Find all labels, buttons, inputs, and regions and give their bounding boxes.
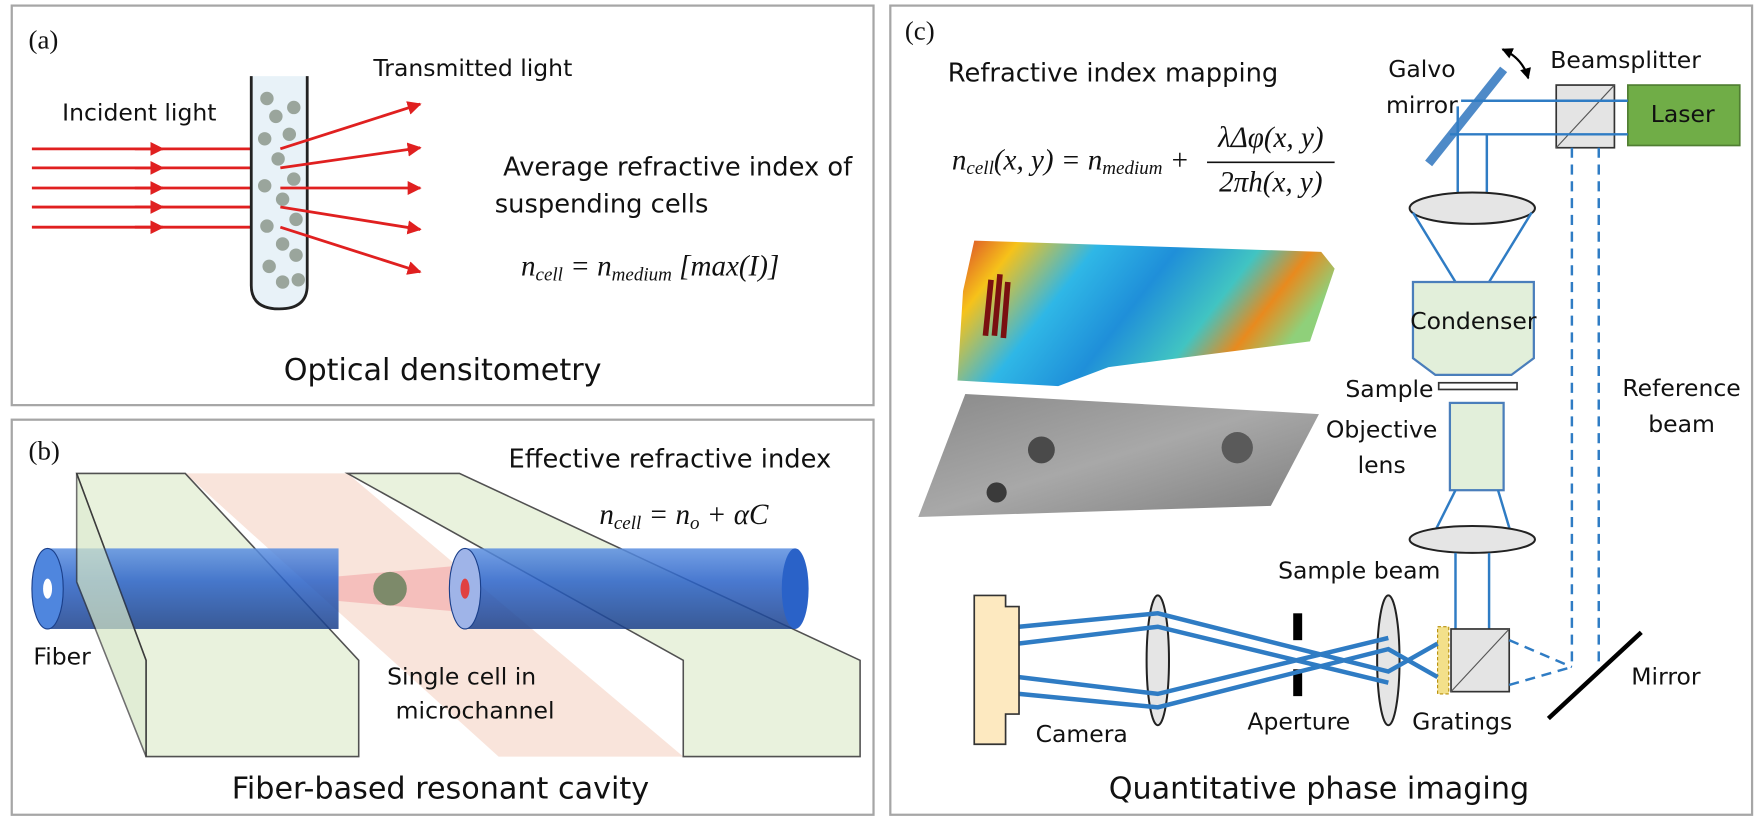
label: Incident light bbox=[62, 99, 216, 127]
caption: Quantitative phase imaging bbox=[1109, 772, 1529, 807]
formula-part: n bbox=[599, 499, 614, 531]
formula-part: λΔφ(x, y) bbox=[1217, 122, 1323, 154]
formula-numerator: λΔφ(x, y) bbox=[1217, 122, 1323, 154]
page: (a) Transmitted light Incident light Ave… bbox=[0, 0, 1756, 817]
label: Average refractive index of bbox=[503, 152, 853, 182]
formula-part: 2πh(x, y) bbox=[1219, 166, 1322, 198]
label: Fiber bbox=[33, 643, 91, 671]
subscript: cell bbox=[966, 158, 993, 179]
caption: Optical densitometry bbox=[284, 353, 602, 388]
label: microchannel bbox=[396, 696, 555, 724]
formula-part: + bbox=[1163, 144, 1190, 176]
label: Aperture bbox=[1247, 707, 1350, 735]
panel-label: (b) bbox=[29, 435, 60, 465]
subscript: medium bbox=[612, 265, 672, 286]
subscript: medium bbox=[1102, 158, 1162, 179]
label: beam bbox=[1648, 410, 1715, 438]
formula-part: n bbox=[952, 144, 967, 176]
formula-denominator: 2πh(x, y) bbox=[1219, 166, 1322, 198]
label: Effective refractive index bbox=[508, 444, 831, 474]
subscript: cell bbox=[614, 513, 641, 534]
label: Mirror bbox=[1631, 663, 1701, 691]
label: suspending cells bbox=[495, 189, 709, 219]
label: Condenser bbox=[1410, 307, 1537, 335]
figure: (a) Transmitted light Incident light Ave… bbox=[0, 0, 1756, 817]
panel-label: (a) bbox=[29, 25, 59, 55]
formula-part: = n bbox=[563, 250, 612, 282]
label: Reference bbox=[1622, 374, 1740, 402]
label: Gratings bbox=[1412, 707, 1512, 735]
label: Sample bbox=[1345, 375, 1433, 403]
subscript: cell bbox=[536, 265, 563, 286]
label: Single cell in bbox=[387, 663, 536, 691]
label: mirror bbox=[1386, 91, 1458, 119]
formula-part: = n bbox=[641, 499, 690, 531]
panel-label: (c) bbox=[905, 16, 935, 46]
caption: Fiber-based resonant cavity bbox=[232, 772, 649, 807]
label: lens bbox=[1358, 451, 1406, 479]
formula-part: [max(I)] bbox=[672, 250, 779, 282]
label: Beamsplitter bbox=[1550, 46, 1701, 74]
label: Sample beam bbox=[1278, 556, 1440, 584]
label: Camera bbox=[1036, 720, 1128, 748]
formula-part: + αC bbox=[700, 499, 769, 531]
formula-part: (x, y) = n bbox=[994, 144, 1102, 176]
label: Refractive index mapping bbox=[948, 58, 1278, 88]
label: Objective bbox=[1326, 415, 1437, 443]
label: Galvo bbox=[1388, 55, 1455, 83]
label: Transmitted light bbox=[372, 54, 572, 82]
label: Laser bbox=[1651, 100, 1715, 128]
formula-part: n bbox=[521, 250, 536, 282]
subscript: o bbox=[690, 513, 700, 534]
